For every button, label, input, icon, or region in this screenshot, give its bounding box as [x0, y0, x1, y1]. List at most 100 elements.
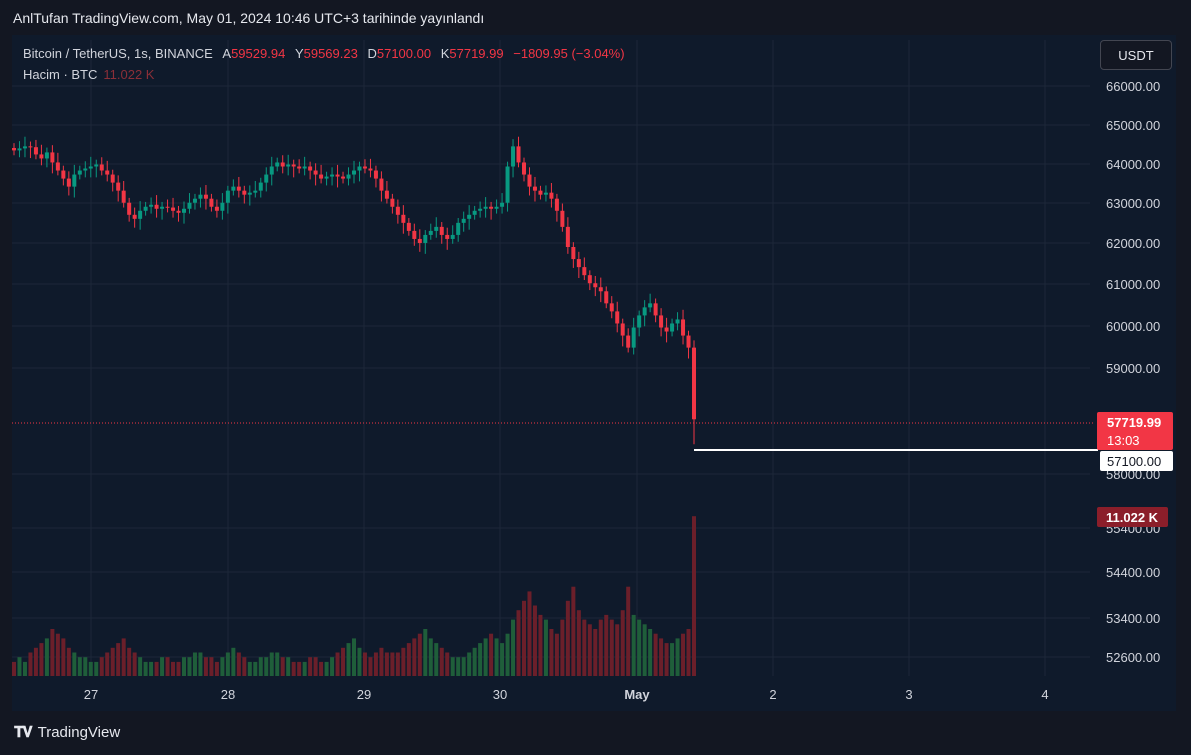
candle-body	[99, 164, 104, 171]
price-tick-label: 52600.00	[1106, 650, 1160, 665]
currency-button[interactable]: USDT	[1100, 40, 1172, 70]
volume-bar	[28, 652, 33, 676]
volume-bar	[341, 647, 346, 676]
candle-body	[445, 234, 450, 239]
price-tick-label: 54400.00	[1106, 565, 1160, 580]
candle-body	[154, 204, 159, 209]
volume-bar	[642, 624, 647, 676]
candle-body	[620, 323, 625, 336]
candle-body	[264, 174, 269, 183]
candle-body	[324, 176, 329, 179]
volume-bar	[236, 652, 241, 676]
volume-bar	[209, 657, 214, 676]
symbol-title[interactable]: Bitcoin / TetherUS, 1s, BINANCE	[23, 46, 213, 61]
volume-bar	[242, 657, 247, 676]
chart-panel[interactable]	[12, 35, 1176, 711]
tradingview-logo[interactable]: 𝐓𝐕 TradingView	[14, 724, 120, 741]
volume-bar	[637, 619, 642, 676]
volume-bar	[522, 600, 526, 676]
candle-body	[417, 238, 422, 243]
time-tick-label: 4	[1041, 687, 1048, 702]
time-tick-label: 28	[221, 687, 235, 702]
change-value: −1809.95 (−3.04%)	[513, 46, 625, 61]
price-tick-label: 64000.00	[1106, 157, 1160, 172]
candle-body	[664, 327, 669, 332]
candle-body	[132, 214, 137, 219]
candle-body	[220, 202, 225, 211]
grid-lines	[12, 40, 1090, 676]
candle-body	[494, 206, 499, 209]
volume-bar	[406, 643, 411, 676]
brand-name: TradingView	[37, 724, 121, 741]
volume-bar	[22, 661, 27, 676]
candle-body	[88, 166, 93, 169]
candle-body	[209, 198, 214, 207]
volume-bar	[286, 657, 291, 676]
volume-bar	[582, 619, 587, 676]
volume-bar	[198, 652, 203, 676]
candle-body	[143, 206, 148, 211]
candle-body	[61, 170, 66, 179]
candle-body	[72, 174, 77, 187]
volume-bar	[670, 643, 675, 676]
volume-bar	[664, 643, 669, 676]
countdown-text: 13:03	[1107, 433, 1140, 448]
volume-bar	[593, 629, 598, 676]
candle-body	[642, 307, 647, 316]
candle-body	[335, 174, 340, 177]
low-value: 57100.00	[376, 46, 432, 61]
candle-body	[615, 311, 620, 324]
volume-bar	[500, 643, 505, 676]
volume-bar	[88, 661, 93, 676]
candle-body	[275, 162, 280, 167]
high-value: 59569.23	[303, 46, 358, 61]
volume-bar	[346, 643, 351, 676]
candle-body	[165, 206, 170, 208]
volume-bar	[203, 657, 208, 676]
candle-body	[308, 166, 313, 171]
candle-body	[12, 147, 16, 151]
volume-bar	[110, 647, 115, 676]
candle-body	[483, 206, 488, 209]
volume-bar	[456, 657, 461, 676]
tradingview-mark-icon: 𝐓𝐕	[14, 724, 33, 741]
candle-body	[214, 206, 219, 211]
candle-body	[379, 178, 384, 191]
volume-bar	[39, 643, 44, 676]
candle-body	[171, 207, 176, 211]
volume-bar	[576, 610, 581, 676]
candle-body	[121, 190, 126, 203]
publish-caption: AnlTufan TradingView.com, May 01, 2024 1…	[13, 10, 485, 26]
volume-bar	[324, 661, 329, 676]
candle-body	[461, 218, 466, 223]
time-tick-label: 27	[84, 687, 98, 702]
volume-bar	[116, 643, 121, 676]
open-value: 59529.94	[231, 46, 286, 61]
candle-body	[538, 190, 543, 195]
volume-bar	[253, 661, 258, 676]
candle-body	[39, 154, 44, 159]
candle-body	[160, 206, 165, 209]
volume-bar	[176, 661, 181, 676]
candle-body	[565, 226, 570, 247]
volume-bar	[77, 657, 82, 676]
candle-body	[532, 186, 537, 191]
candle-body	[357, 166, 362, 171]
price-tick-label: 59000.00	[1106, 361, 1160, 376]
volume-bar	[72, 652, 77, 676]
volume-bar	[653, 633, 658, 676]
candle-body	[44, 152, 49, 159]
candle-body	[94, 164, 99, 167]
volume-bar	[165, 657, 170, 676]
volume-bar	[17, 657, 22, 676]
close-value: 57719.99	[449, 46, 504, 61]
volume-bar	[681, 633, 686, 676]
candle-body	[297, 166, 302, 169]
volume-bar	[560, 619, 565, 676]
volume-bar	[297, 661, 302, 676]
candle-body	[659, 315, 664, 328]
candle-body	[319, 174, 324, 179]
candle-body	[66, 178, 71, 187]
volume-bar	[352, 638, 356, 676]
